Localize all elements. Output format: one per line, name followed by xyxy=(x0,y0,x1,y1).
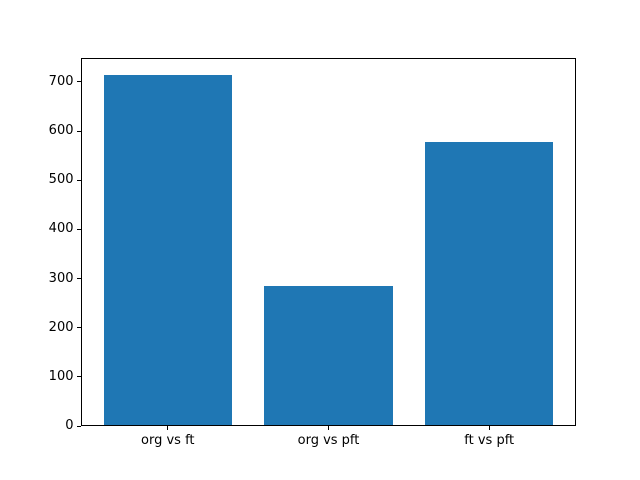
y-tick-label: 200 xyxy=(48,319,74,335)
y-tick-label: 0 xyxy=(65,418,74,433)
plot-area xyxy=(81,58,576,426)
y-tick-mark xyxy=(77,130,81,132)
bar-org-vs-pft xyxy=(264,285,393,425)
y-tick-label: 500 xyxy=(48,172,74,188)
y-tick-label: 100 xyxy=(48,368,74,384)
y-tick-mark xyxy=(77,327,81,329)
y-tick-mark xyxy=(77,376,81,378)
x-tick-label: org vs pft xyxy=(297,433,360,448)
x-tick-label: org vs ft xyxy=(141,433,195,448)
y-tick-mark xyxy=(77,228,81,230)
x-tick-mark xyxy=(488,426,490,430)
y-tick-mark xyxy=(77,278,81,280)
x-tick-label: ft vs pft xyxy=(464,433,515,448)
bar-org-vs-ft xyxy=(103,74,233,425)
y-tick-mark xyxy=(77,425,81,427)
y-tick-label: 700 xyxy=(48,73,74,89)
y-tick-label: 300 xyxy=(48,270,74,286)
x-tick-mark xyxy=(328,426,329,430)
y-tick-label: 600 xyxy=(48,123,74,139)
bar-ft-vs-pft xyxy=(424,141,554,425)
x-tick-mark xyxy=(167,426,169,430)
y-tick-mark xyxy=(77,179,81,181)
y-tick-mark xyxy=(77,81,81,83)
y-tick-label: 400 xyxy=(48,221,74,237)
